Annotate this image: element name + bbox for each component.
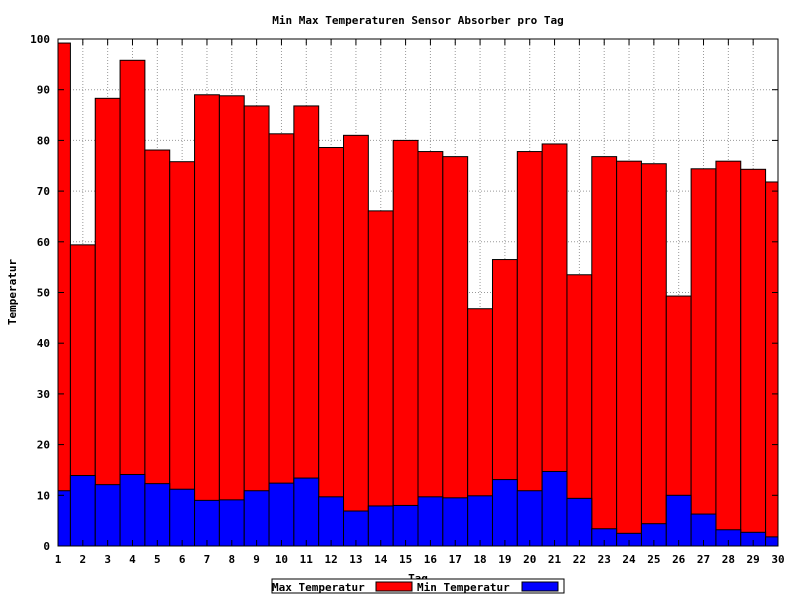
y-tick-label: 70 — [37, 185, 50, 198]
bar-max-29 — [740, 168, 767, 547]
bar-min-1 — [57, 490, 71, 547]
bar-min-18 — [467, 495, 493, 547]
legend-box — [271, 578, 565, 594]
x-axis: 1 2 3 4 5 6 7 8 9 10 11 12 13 14 15 16 17 18 19 20 21 22 23 24 2… — [55, 39, 785, 566]
x-tick-label: 1 — [55, 553, 62, 566]
bar-min-21 — [541, 470, 568, 547]
y-axis: 0 10 20 30 40 50 60 70 80 90 100 — [30, 33, 778, 553]
x-tick-label: 12 — [324, 553, 337, 566]
bar-min-6 — [169, 488, 196, 547]
bar-max-1 — [57, 42, 71, 547]
y-tick-label: 30 — [37, 388, 50, 401]
x-tick-label: 9 — [253, 553, 260, 566]
x-tick-label: 3 — [104, 553, 111, 566]
bar-max-27 — [690, 168, 717, 547]
x-tick-label: 21 — [548, 553, 562, 566]
bar-max-30 — [765, 181, 779, 547]
bar-max-12 — [318, 146, 345, 547]
bar-min-8 — [218, 499, 245, 547]
x-tick-label: 10 — [275, 553, 288, 566]
x-tick-label: 5 — [154, 553, 161, 566]
x-tick-label: 22 — [573, 553, 586, 566]
bar-min-9 — [243, 490, 270, 547]
bar-max-6 — [169, 161, 196, 547]
bar-max-28 — [715, 160, 742, 547]
x-tick-label: 26 — [672, 553, 686, 566]
bar-max-8 — [218, 95, 245, 547]
bar-min-22 — [566, 497, 593, 547]
x-tick-label: 28 — [722, 553, 735, 566]
bar-min-26 — [665, 494, 692, 547]
bar-min-10 — [268, 482, 295, 547]
bar-max-4 — [119, 59, 146, 547]
x-tick-label: 4 — [129, 553, 136, 566]
y-tick-label: 50 — [37, 287, 50, 300]
x-tick-label: 19 — [498, 553, 511, 566]
bar-max-14 — [367, 210, 394, 547]
x-tick-label: 6 — [179, 553, 186, 566]
y-tick-label: 0 — [43, 540, 50, 553]
x-tick-label: 20 — [523, 553, 536, 566]
bar-min-19 — [491, 479, 518, 547]
y-tick-label: 90 — [37, 84, 50, 97]
legend-label-max: Max Temperatur — [272, 581, 365, 594]
bar-min-14 — [367, 505, 394, 547]
bar-min-4 — [119, 474, 146, 547]
y-axis-label: Temperatur — [6, 259, 19, 326]
bar-min-2 — [69, 475, 96, 547]
bar-max-17 — [442, 156, 469, 547]
x-tick-label: 15 — [399, 553, 412, 566]
x-tick-label: 27 — [697, 553, 710, 566]
legend-label-min: Min Temperatur — [417, 581, 510, 594]
x-tick-label: 24 — [622, 553, 636, 566]
x-tick-label: 25 — [647, 553, 660, 566]
bar-min-3 — [94, 484, 121, 547]
bar-min-15 — [392, 504, 419, 547]
x-tick-label: 18 — [473, 553, 486, 566]
y-tick-label: 60 — [37, 236, 50, 249]
x-tick-label: 17 — [449, 553, 462, 566]
bar-min-12 — [318, 496, 345, 547]
x-tick-label: 29 — [747, 553, 760, 566]
x-tick-label: 8 — [228, 553, 235, 566]
y-tick-label: 100 — [30, 33, 50, 46]
bar-min-11 — [293, 477, 320, 547]
bar-min-17 — [442, 497, 469, 547]
bar-max-23 — [591, 156, 618, 547]
x-tick-label: 16 — [424, 553, 438, 566]
y-tick-label: 80 — [37, 134, 50, 147]
legend-swatch-max — [375, 581, 413, 592]
y-tick-label: 40 — [37, 337, 50, 350]
bar-max-7 — [194, 94, 220, 547]
bar-min-20 — [516, 490, 543, 547]
bar-min-30 — [765, 536, 779, 547]
y-tick-label: 20 — [37, 439, 50, 452]
bar-max-3 — [94, 97, 121, 547]
legend-swatch-min — [521, 581, 559, 592]
bar-max-13 — [343, 134, 369, 547]
x-tick-label: 13 — [349, 553, 362, 566]
bar-min-16 — [417, 496, 444, 547]
x-tick-label: 23 — [598, 553, 611, 566]
bar-min-5 — [144, 483, 171, 547]
bar-max-16 — [417, 151, 444, 547]
bar-max-24 — [616, 160, 642, 547]
bars — [57, 42, 779, 547]
bar-max-25 — [640, 163, 667, 547]
chart-title: Min Max Temperaturen Sensor Absorber pro… — [272, 14, 563, 27]
bar-max-15 — [392, 139, 419, 547]
legend: Max Temperatur Min Temperatur — [271, 578, 565, 594]
x-tick-label: 2 — [80, 553, 87, 566]
x-tick-label: 7 — [204, 553, 211, 566]
bar-max-20 — [516, 151, 543, 547]
x-tick-label: 30 — [771, 553, 784, 566]
bar-max-5 — [144, 149, 171, 547]
y-tick-label: 10 — [37, 489, 50, 502]
bar-min-7 — [194, 499, 220, 547]
bar-max-9 — [243, 105, 270, 547]
x-tick-label: 11 — [300, 553, 314, 566]
x-tick-label: 14 — [374, 553, 388, 566]
